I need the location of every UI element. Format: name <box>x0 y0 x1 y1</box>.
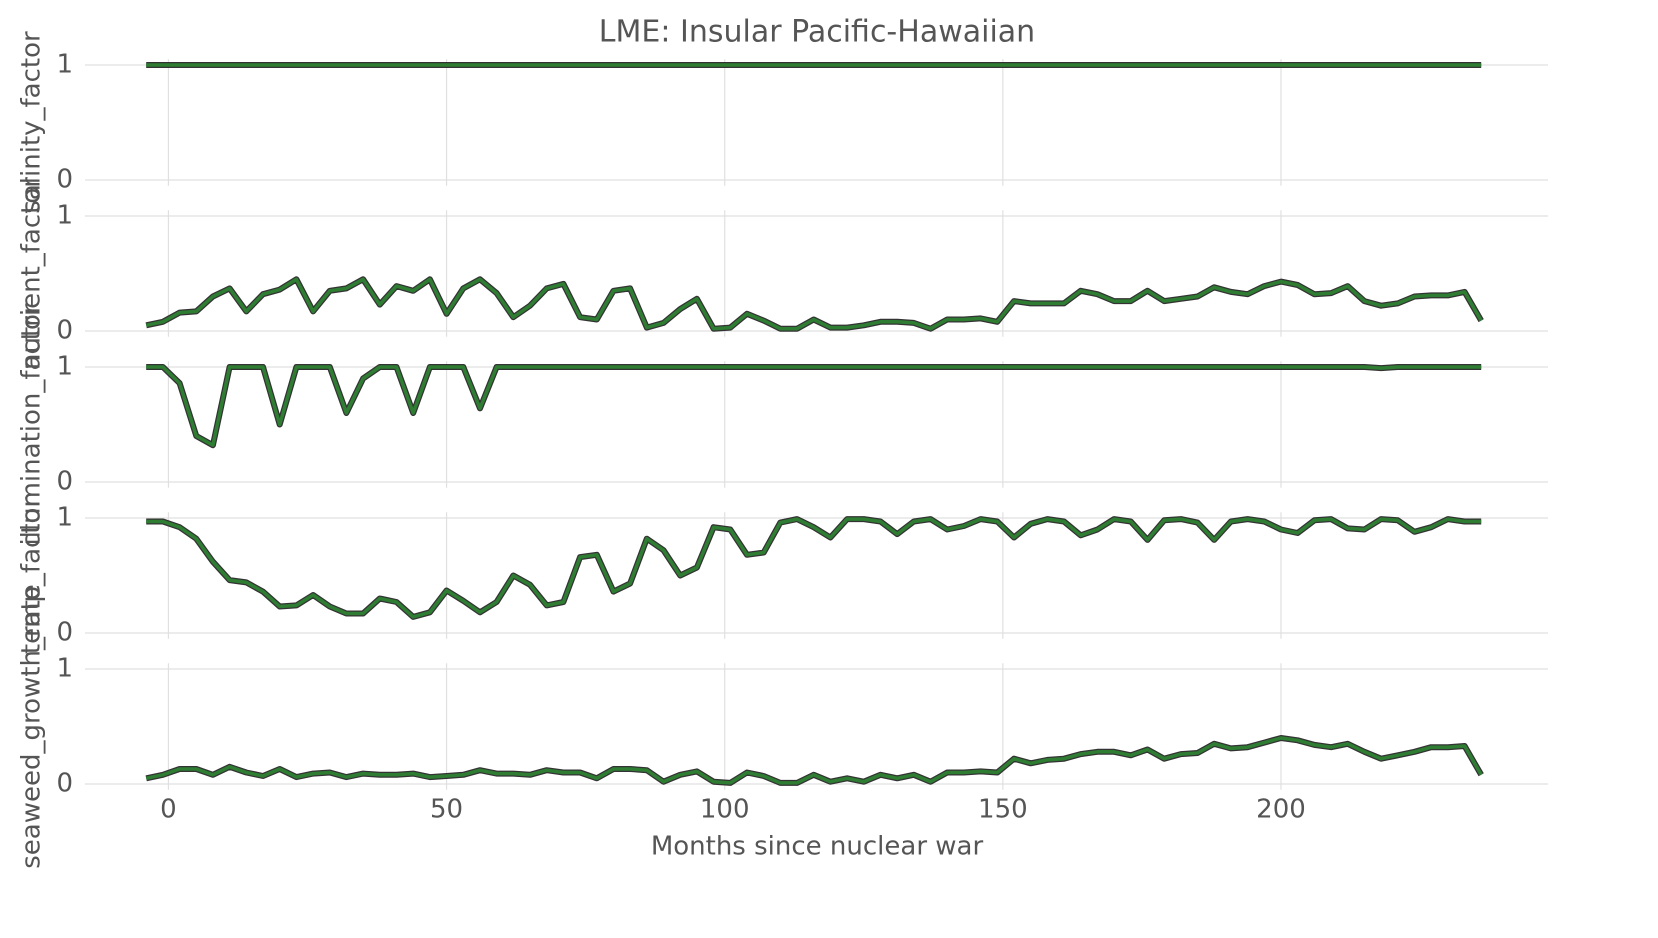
y-axis-label: seaweed_growth_rate <box>17 584 47 869</box>
y-tick-label: 0 <box>56 165 73 195</box>
y-tick-label: 1 <box>56 50 73 80</box>
x-axis-label: Months since nuclear war <box>651 832 984 862</box>
x-tick-label: 100 <box>700 795 750 825</box>
y-tick-label: 1 <box>56 352 73 382</box>
y-axis-label: temp_factor <box>17 497 47 655</box>
x-tick-label: 200 <box>1256 795 1306 825</box>
y-tick-label: 1 <box>56 201 73 231</box>
x-tick-label: 0 <box>160 795 177 825</box>
y-axis-label: illumination_factor <box>17 303 47 545</box>
y-axis-label: nutrient_factor <box>17 177 47 370</box>
y-tick-label: 1 <box>56 503 73 533</box>
line <box>146 365 1482 447</box>
chart-title: LME: Insular Pacific-Hawaiian <box>599 15 1035 50</box>
x-tick-label: 50 <box>430 795 463 825</box>
line <box>145 736 1483 785</box>
y-axis-label: salinity_factor <box>17 31 47 214</box>
x-tick-label: 150 <box>978 795 1028 825</box>
y-tick-label: 1 <box>56 654 73 684</box>
line <box>146 517 1482 619</box>
y-tick-label: 0 <box>56 618 73 648</box>
y-tick-label: 0 <box>56 467 73 497</box>
y-tick-label: 0 <box>56 769 73 799</box>
y-tick-label: 0 <box>56 316 73 346</box>
line <box>145 277 1483 331</box>
